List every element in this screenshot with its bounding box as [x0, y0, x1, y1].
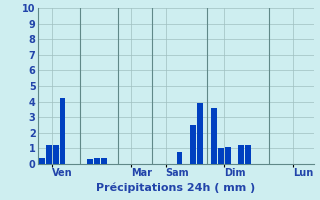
Bar: [94, 158, 100, 164]
Bar: [101, 158, 107, 164]
Bar: [53, 145, 59, 164]
Bar: [190, 125, 196, 164]
Bar: [177, 152, 182, 164]
X-axis label: Précipitations 24h ( mm ): Précipitations 24h ( mm ): [96, 182, 256, 193]
Bar: [225, 147, 230, 164]
Bar: [211, 108, 217, 164]
Bar: [60, 98, 65, 164]
Bar: [238, 145, 244, 164]
Bar: [87, 159, 93, 164]
Bar: [197, 103, 203, 164]
Bar: [46, 145, 52, 164]
Bar: [39, 158, 45, 164]
Bar: [218, 148, 224, 164]
Bar: [245, 145, 251, 164]
